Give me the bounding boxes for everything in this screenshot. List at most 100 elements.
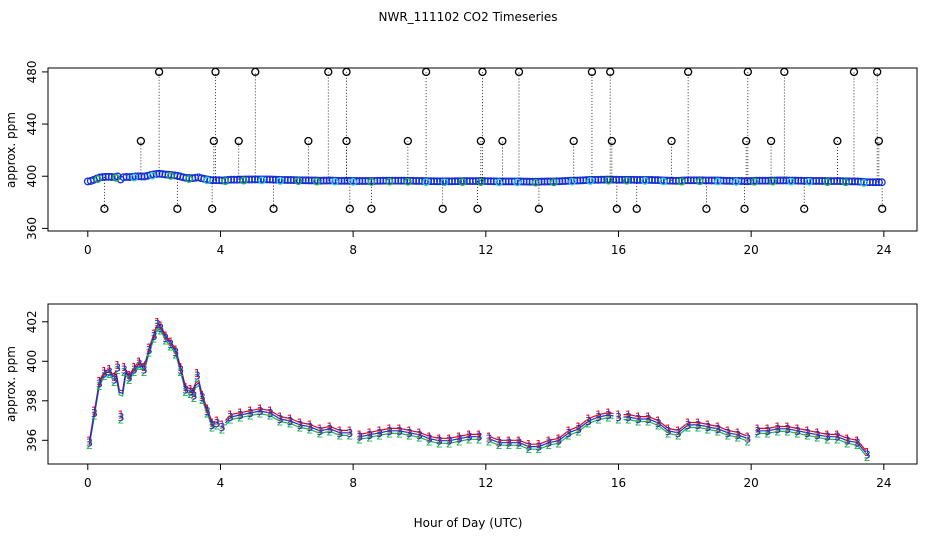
- series-2-marker: 2: [625, 414, 632, 427]
- series-3-marker: 3: [182, 383, 189, 396]
- baseline-accent-point: [860, 179, 868, 187]
- series-1-line: [88, 322, 867, 451]
- baseline-point: [454, 177, 462, 186]
- spike-high-point: [342, 67, 351, 77]
- baseline-accent-point: [221, 177, 230, 185]
- series-3-marker: 3: [744, 433, 751, 446]
- spike-high-point: [211, 67, 220, 77]
- series-3-marker: 3: [545, 437, 552, 450]
- series-1-marker: 1: [326, 420, 333, 433]
- baseline-accent-point: [641, 177, 649, 185]
- series-2-marker: 2: [267, 410, 274, 423]
- spike-high-point: [873, 67, 882, 77]
- series-1-marker: 1: [141, 361, 148, 374]
- series-3-marker: 3: [595, 411, 602, 424]
- spike-high-point: [587, 67, 597, 77]
- series-3-marker: 3: [204, 405, 211, 418]
- baseline-point: [271, 175, 280, 184]
- series-3-marker: 3: [227, 411, 234, 424]
- series-1-marker: 1: [754, 422, 761, 435]
- series-2-marker: 2: [645, 416, 652, 429]
- baseline-point: [268, 175, 277, 184]
- series-1-marker: 1: [744, 430, 751, 443]
- series-3-marker: 3: [565, 427, 572, 440]
- series-1-marker: 1: [227, 409, 234, 422]
- x-axis-label: Hour of Day (UTC): [414, 516, 523, 530]
- series-2-marker: 2: [665, 427, 672, 440]
- series-2-marker: 2: [754, 427, 761, 440]
- series-2-marker: 2: [114, 364, 121, 377]
- spike-high-point: [324, 67, 333, 77]
- series-3-marker: 3: [436, 435, 443, 448]
- series-3-marker: 3: [685, 419, 692, 432]
- series-3-marker: 3: [406, 427, 413, 440]
- series-3-marker: 3: [366, 429, 373, 442]
- series-1-marker: 1: [555, 432, 562, 445]
- panel-bottom-ytick-label: 396: [25, 429, 39, 452]
- series-2-marker: 2: [177, 366, 184, 379]
- series-2-marker: 2: [555, 437, 562, 450]
- spike-mid-point: [209, 136, 218, 146]
- panel-top-xtick-label: 4: [217, 243, 225, 257]
- baseline-point: [391, 176, 400, 185]
- series-2-marker: 2: [131, 366, 138, 379]
- baseline-accent-point: [604, 176, 613, 185]
- series-3-marker: 3: [585, 415, 592, 428]
- series-2-marker: 2: [854, 439, 861, 452]
- series-1-marker: 1: [267, 405, 274, 418]
- series-3-marker: 3: [209, 419, 216, 432]
- series-2-marker: 2: [416, 431, 423, 444]
- series-2-marker: 2: [436, 437, 443, 450]
- series-3-marker: 3: [416, 429, 423, 442]
- spike-low-point: [612, 204, 621, 213]
- series-2-marker: 2: [844, 437, 851, 450]
- baseline-accent-point: [312, 177, 321, 186]
- series-2-marker: 2: [297, 421, 304, 434]
- baseline-point: [615, 175, 624, 184]
- series-3-marker: 3: [141, 364, 148, 377]
- spike-mid-point: [667, 136, 676, 146]
- spike-low-point: [208, 204, 217, 213]
- series-3-marker: 3: [121, 364, 128, 377]
- baseline-accent-point: [166, 172, 175, 180]
- series-2-marker: 2: [426, 435, 433, 448]
- series-1-marker: 1: [794, 422, 801, 435]
- series-2-marker: 2: [595, 414, 602, 427]
- series-1-marker: 1: [96, 375, 103, 388]
- panel-top-axes: 0 4 8 12 16 20 24 360 400 440 480: [25, 60, 891, 257]
- series-3-marker: 3: [705, 421, 712, 434]
- series-1-marker: 1: [714, 420, 721, 433]
- series-1-marker: 1: [804, 424, 811, 437]
- spike-low-point: [269, 204, 278, 213]
- series-2-marker: 2: [257, 408, 264, 421]
- series-1-marker: 1: [111, 371, 118, 384]
- spike-mid-point: [607, 136, 617, 146]
- series-1-marker: 1: [376, 424, 383, 437]
- series-2-marker: 2: [446, 437, 453, 450]
- series-1-marker: 1: [167, 336, 174, 349]
- series-3-marker: 3: [154, 318, 161, 331]
- series-1-marker: 1: [515, 434, 522, 447]
- series-3-marker: 3: [307, 421, 314, 434]
- spike-low-point: [632, 204, 641, 213]
- panel-bottom-xtick-label: 12: [478, 476, 493, 490]
- series-3-marker: 3: [605, 409, 612, 422]
- spike-mid-point: [766, 136, 776, 146]
- series-1-marker: 1: [194, 367, 201, 380]
- spike-high-point: [743, 67, 752, 77]
- series-3-marker: 3: [615, 411, 622, 424]
- series-1-marker: 1: [605, 407, 612, 420]
- series-1-marker: 1: [136, 355, 143, 368]
- baseline-accent-point: [549, 178, 558, 187]
- series-2-marker: 2: [476, 433, 483, 446]
- series-2-marker: 2: [86, 439, 93, 452]
- series-3-marker: 3: [834, 431, 841, 444]
- series-2-marker: 2: [525, 443, 532, 456]
- series-2-marker: 2: [214, 419, 221, 432]
- baseline-accent-point: [823, 178, 832, 186]
- baseline-accent-point: [93, 175, 102, 184]
- spike-mid-point: [498, 136, 507, 146]
- series-3-marker: 3: [146, 344, 153, 357]
- panel-bottom-xtick-label: 4: [217, 476, 225, 490]
